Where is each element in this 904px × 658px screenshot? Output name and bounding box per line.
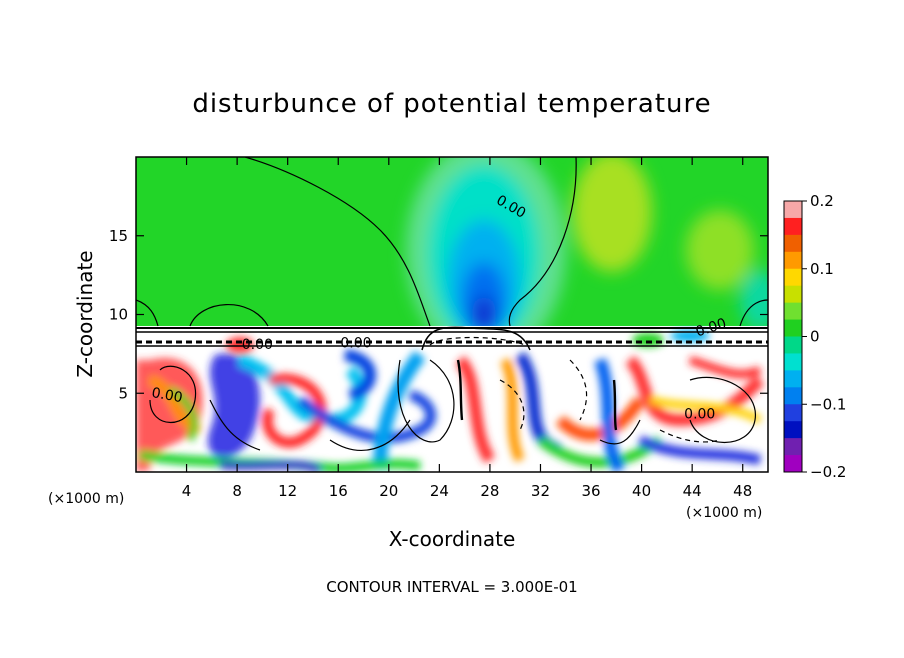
colorbar-swatch xyxy=(784,353,802,371)
eddy-4 xyxy=(262,373,327,448)
chart-title: disturbunce of potential temperature xyxy=(192,89,711,119)
colorbar-swatch xyxy=(784,268,802,287)
contour-label: 0.00 xyxy=(242,337,273,353)
eddy-19 xyxy=(219,460,322,472)
y-axis-title: Z-coordinate xyxy=(73,250,97,377)
y-tick-label: 15 xyxy=(109,227,128,245)
colorbar-swatch xyxy=(784,251,802,270)
x-unit-right: (×1000 m) xyxy=(686,505,762,521)
eddy-13 xyxy=(537,435,663,468)
upper-yellow-patch-1 xyxy=(572,157,652,272)
eddy-10 xyxy=(500,357,525,463)
x-tick-label: 40 xyxy=(632,482,651,500)
colorbar-swatch xyxy=(784,234,802,253)
contour-right-bump xyxy=(739,299,768,327)
upper-cyan-patch xyxy=(740,270,768,330)
x-tick-label: 16 xyxy=(329,482,348,500)
y-tick-label: 5 xyxy=(118,384,128,402)
colorbar-tick-label: 0.1 xyxy=(810,260,834,278)
contour-upper-zero xyxy=(244,157,431,327)
colorbar-tick-label: 0.2 xyxy=(810,192,834,210)
upper-yellow-patch-2 xyxy=(686,210,754,290)
colorbar-swatch xyxy=(784,217,802,236)
contour-cell-3 xyxy=(689,376,756,443)
eddy-17 xyxy=(649,396,762,424)
contour-upper-zero-right xyxy=(508,157,577,327)
band-eddy-3 xyxy=(670,330,710,342)
colorbar-swatch xyxy=(784,285,802,304)
colorbar-swatch xyxy=(784,438,802,456)
eddy-6 xyxy=(297,390,436,443)
contour-low-mid xyxy=(329,419,411,451)
contour-vertical-2 xyxy=(612,379,618,431)
contour-mid-bump xyxy=(189,304,269,327)
eddy-21 xyxy=(688,356,762,379)
eddy-1 xyxy=(136,358,203,472)
colorbar-swatch xyxy=(784,404,802,422)
contour-cell-2 xyxy=(149,365,197,423)
contour-label: 0.00 xyxy=(150,385,183,406)
colorbar: 0.2 0.1 0 −0.1 −0.2 xyxy=(783,192,846,481)
x-axis-title: X-coordinate xyxy=(389,527,516,551)
contour-cell-1 xyxy=(397,359,455,443)
heatmap-field xyxy=(136,157,768,472)
eddy-16 xyxy=(637,435,762,465)
colorbar-tick-label: −0.1 xyxy=(810,395,846,413)
contour-label: 0.00 xyxy=(340,336,371,352)
x-unit-left: (×1000 m) xyxy=(48,491,124,507)
contour-dash-3 xyxy=(659,429,721,443)
x-axis-ticks: 4 8 12 16 20 24 28 32 36 40 44 48 xyxy=(182,157,752,500)
x-tick-label: 36 xyxy=(581,482,600,500)
contour-low-left xyxy=(209,399,261,451)
colorbar-swatch xyxy=(784,421,802,439)
y-axis-ticks: 5 10 15 xyxy=(109,227,768,402)
colorbar-swatch xyxy=(784,302,802,321)
band-eddy-2 xyxy=(632,333,664,347)
upper-plume xyxy=(406,157,768,360)
colorbar-tick-label: 0 xyxy=(810,328,820,346)
colorbar-swatch xyxy=(784,201,802,219)
colorbar-swatch xyxy=(784,319,802,337)
contour-label: 0.00 xyxy=(684,406,715,422)
contour-hump xyxy=(421,326,531,351)
x-tick-label: 4 xyxy=(182,482,192,500)
eddy-15 xyxy=(625,355,765,427)
y-tick-label: 10 xyxy=(109,306,128,324)
x-tick-label: 44 xyxy=(683,482,702,500)
eddy-2 xyxy=(208,353,260,459)
contour-lines xyxy=(136,157,768,451)
x-tick-label: 20 xyxy=(379,482,398,500)
contour-vertical-1 xyxy=(456,359,464,421)
contour-low-right xyxy=(599,419,641,445)
colorbar-swatch xyxy=(784,387,802,405)
contour-interval-note: CONTOUR INTERVAL = 3.000E-01 xyxy=(326,578,577,596)
contour-left-bump xyxy=(136,299,159,327)
colorbar-swatch xyxy=(784,370,802,388)
x-tick-label: 28 xyxy=(480,482,499,500)
x-tick-label: 32 xyxy=(531,482,550,500)
plume-deep-blue xyxy=(472,296,496,332)
eddy-9 xyxy=(455,355,496,464)
eddy-14 xyxy=(594,357,626,472)
contour-dash-1 xyxy=(499,379,525,431)
x-tick-label: 48 xyxy=(733,482,752,500)
x-tick-label: 8 xyxy=(232,482,242,500)
eddy-7 xyxy=(343,349,376,401)
x-tick-label: 12 xyxy=(278,482,297,500)
lower-turbulence xyxy=(136,349,765,472)
colorbar-tick-label: −0.2 xyxy=(810,463,846,481)
colorbar-swatch xyxy=(784,455,802,473)
colorbar-swatch xyxy=(784,336,802,354)
eddy-8 xyxy=(373,350,426,471)
x-tick-label: 24 xyxy=(430,482,449,500)
